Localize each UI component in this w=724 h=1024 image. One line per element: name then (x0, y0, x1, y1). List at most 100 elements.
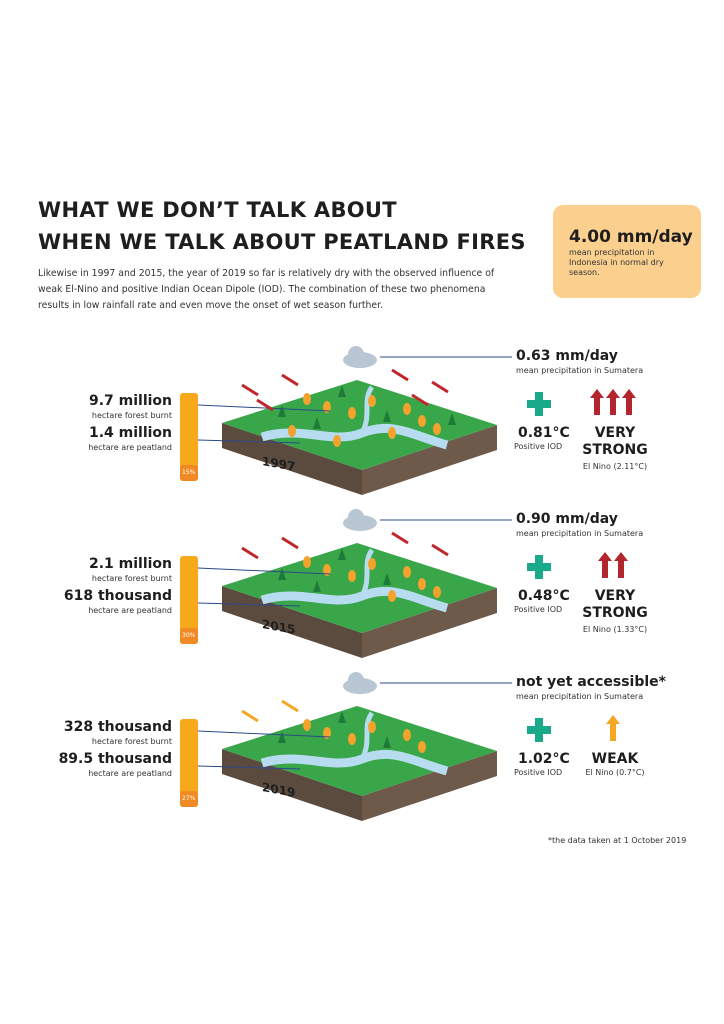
elnino-arrow (598, 552, 612, 578)
tree (323, 564, 331, 576)
wind-arrow (241, 709, 259, 723)
tree (288, 425, 296, 437)
wind-arrow (391, 368, 409, 382)
title-line: WHAT WE DON’T TALK ABOUT (38, 198, 397, 222)
land-top (222, 543, 497, 633)
tree (323, 727, 331, 739)
peat-value: 1.4 million (88, 425, 172, 441)
tree (303, 719, 311, 731)
connector (197, 567, 331, 575)
title-line: WHEN WE TALK ABOUT PEATLAND FIRES (38, 230, 526, 254)
wind-arrow (431, 380, 449, 394)
precip-value: 0.63 mm/day (516, 348, 618, 364)
peat-value: 618 thousand (63, 588, 172, 604)
land-side (222, 586, 362, 658)
tree (368, 558, 376, 570)
peat-share: 30% (182, 632, 196, 639)
burnt-value: 2.1 million (88, 556, 172, 572)
precip-label: mean precipitation in Sumatera (516, 366, 644, 375)
peat-label: hectare are peatland (88, 769, 172, 778)
burnt-bar (180, 719, 198, 807)
connector (197, 404, 331, 412)
tree (303, 556, 311, 568)
iod-label: Positive IOD (514, 442, 563, 451)
elnino-arrow (614, 552, 628, 578)
section-art (180, 672, 620, 821)
tree (333, 435, 341, 447)
cloud (348, 672, 364, 688)
burnt-label: hectare forest burnt (91, 411, 172, 420)
tree (403, 403, 411, 415)
peat-bar (180, 465, 198, 481)
peat-value: 89.5 thousand (58, 751, 172, 767)
land-top (222, 380, 497, 470)
river (359, 548, 375, 598)
precip-label: mean precipitation in Sumatera (516, 692, 644, 701)
tree (303, 393, 311, 405)
wind-arrow (281, 373, 299, 387)
tree (323, 401, 331, 413)
tree (368, 395, 376, 407)
elnino-arrow (590, 389, 604, 415)
elnino-strength: VERY STRONG (582, 425, 648, 458)
burnt-value: 9.7 million (88, 393, 172, 409)
land-side (362, 425, 497, 495)
tree (348, 570, 356, 582)
tree (278, 568, 286, 580)
tree (348, 407, 356, 419)
wind-arrow (431, 543, 449, 557)
river (359, 385, 375, 435)
tree (383, 410, 391, 422)
tree (448, 413, 456, 425)
callout-value: 4.00 mm/day (569, 227, 693, 247)
intro: Likewise in 1997 and 2015, the year of 2… (38, 268, 495, 311)
iod-value: 1.02°C (518, 751, 570, 767)
peat-label: hectare are peatland (88, 606, 172, 615)
plus-icon (527, 563, 551, 571)
peat-share: 27% (182, 795, 196, 802)
wind-arrow (241, 383, 259, 397)
tree (338, 385, 346, 397)
burnt-value: 328 thousand (63, 719, 172, 735)
connector (197, 730, 331, 738)
elnino-label: El Nino (0.7°C) (585, 768, 645, 777)
connector (197, 439, 301, 444)
tree (418, 578, 426, 590)
land-side (222, 423, 362, 495)
river (359, 711, 375, 761)
peat-share: 15% (182, 469, 196, 476)
iod-label: Positive IOD (514, 768, 563, 777)
wind-arrow (241, 546, 259, 560)
tree (383, 573, 391, 585)
burnt-bar (180, 556, 198, 644)
peat-label: hectare are peatland (88, 443, 172, 452)
elnino-label: El Nino (2.11°C) (582, 462, 648, 471)
tree (388, 427, 396, 439)
tree (403, 566, 411, 578)
land-side (362, 588, 497, 658)
tree (278, 731, 286, 743)
connector (197, 765, 301, 770)
tree (278, 405, 286, 417)
tree (383, 736, 391, 748)
cloud (348, 509, 364, 525)
iod-value: 0.81°C (518, 425, 570, 441)
burnt-label: hectare forest burnt (91, 574, 172, 583)
tree (313, 417, 321, 429)
elnino-label: El Nino (1.33°C) (582, 625, 648, 634)
connector (197, 602, 301, 607)
elnino-arrow (622, 389, 636, 415)
river (260, 749, 449, 776)
river (260, 586, 449, 613)
elnino-strength: WEAK (591, 751, 639, 767)
wind-arrow (281, 699, 299, 713)
tree (338, 548, 346, 560)
plus-icon (527, 400, 551, 408)
section-art (180, 509, 628, 658)
wind-arrow (391, 531, 409, 545)
iod-label: Positive IOD (514, 605, 563, 614)
precip-value: not yet accessible* (516, 674, 666, 690)
tree (348, 733, 356, 745)
